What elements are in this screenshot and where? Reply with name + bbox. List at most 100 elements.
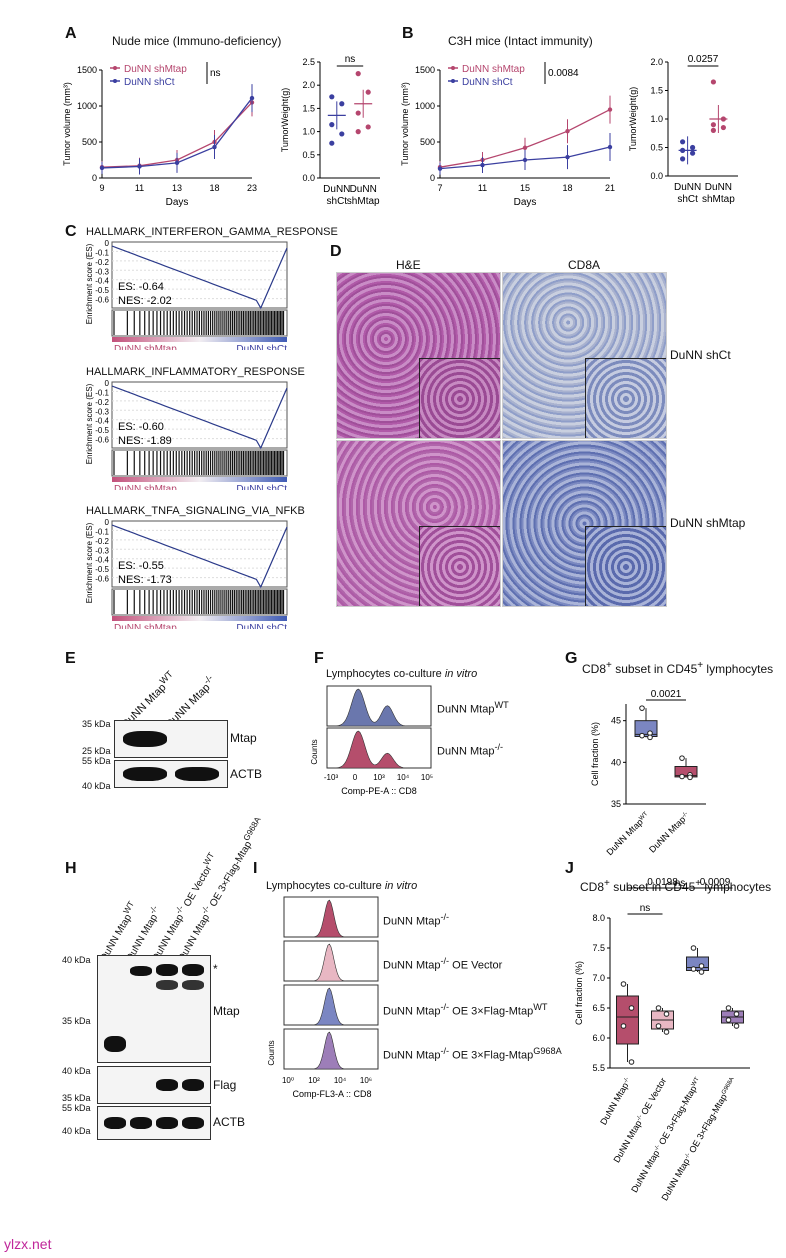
panel-a-title: Nude mice (Immuno-deficiency): [112, 34, 282, 48]
x-tick-sup: -/-: [623, 1077, 631, 1085]
data-point: [690, 945, 697, 951]
y-tick-label: -0.6: [95, 436, 109, 445]
y-tick-label: 45: [611, 716, 621, 726]
y-tick-label: -0.2: [95, 537, 109, 546]
x-tick-label: shCt: [677, 194, 698, 205]
data-point: [690, 144, 696, 151]
x-tick-label: 18: [209, 183, 219, 193]
y-tick-label: 0: [430, 173, 435, 183]
panel-letter-j: J: [565, 860, 574, 877]
panel-i-row-ko: DuNN Mtap-/-: [383, 912, 450, 928]
histogram-curve: [284, 899, 378, 938]
data-point: [679, 773, 685, 780]
es-curve: [111, 245, 288, 310]
y-tick-label: 0: [105, 519, 110, 527]
panel-i-row-oe-wt: DuNN Mtap-/- OE 3×Flag-MtapWT: [383, 1002, 548, 1018]
rank-colorbar: [112, 337, 287, 342]
data-point: [365, 124, 371, 130]
y-tick-label: 7.0: [592, 973, 605, 983]
y-tick-label: 1500: [415, 65, 435, 75]
y-tick-label: 0.0: [302, 173, 315, 183]
gsea-right-label: DuNN shCt: [236, 344, 287, 350]
y-tick-label: 1000: [415, 101, 435, 111]
y-tick-label: -0.4: [95, 556, 109, 565]
x-tick-label: DuNN Mtap-/-: [598, 1076, 633, 1127]
x-tick-label: 11: [478, 183, 487, 193]
y-tick-label: 2.0: [650, 57, 663, 67]
gsea-plot: 0-0.1-0.2-0.3-0.4-0.5-0.6 ES: -0.60 NES: -…: [85, 380, 288, 490]
y-tick-label: -0.4: [95, 277, 109, 286]
x-tick-label: DuNN Mtap-/- OE 3×Flag-MtapG968A: [659, 1076, 738, 1202]
gsea-title: HALLMARK_INTERFERON_GAMMA_RESPONSE: [86, 226, 338, 238]
y-axis-label: Counts: [310, 739, 319, 764]
panel-f-title: Lymphocytes co-culture in vitro: [326, 668, 478, 680]
y-axis-label: TumorWeight(g): [280, 88, 290, 153]
panel-e-marker: 55 kDa: [82, 756, 111, 766]
panel-a-scatter-chart: 0.0 0.5 1.0 1.5 2.0 2.5 TumorWeight(g) DuNNshCt…: [280, 54, 380, 207]
x-tick-label: 10²: [308, 1076, 320, 1085]
data-point: [339, 131, 345, 137]
y-axis-label: Cell fraction (%): [590, 722, 600, 786]
data-point: [680, 156, 686, 162]
data-point: [663, 1011, 670, 1017]
x-tick-label: 15: [520, 183, 530, 193]
y-tick-label: 6.0: [592, 1033, 605, 1043]
y-axis-label: Cell fraction (%): [574, 961, 584, 1025]
panel-i-title: Lymphocytes co-culture in vitro: [266, 880, 418, 892]
x-tick-label: DuNN: [674, 182, 701, 193]
data-point: [647, 734, 653, 741]
ihc-he-shmtap: [336, 440, 501, 607]
panel-e-blot-actb: [114, 760, 228, 788]
gsea-es-box: [111, 241, 288, 309]
panel-g-title: CD8+ subset in CD45+ lymphocytes: [582, 660, 774, 676]
data-point: [690, 966, 697, 972]
legend-label: DuNN shMtap: [124, 64, 187, 75]
gsea-es-box: [111, 520, 288, 588]
data-point: [329, 122, 335, 128]
box: [686, 956, 709, 971]
x-tick-label: 18: [562, 183, 572, 193]
gsea-left-label: DuNN shMtap: [114, 623, 177, 629]
x-tick-label: DuNN MtapWT: [605, 810, 652, 857]
ihc-inset: [419, 526, 500, 606]
y-tick-label: 1000: [77, 101, 97, 111]
x-tick-label: -10³: [324, 773, 339, 782]
data-point: [725, 1017, 732, 1023]
x-tick-sup: WT: [691, 1076, 701, 1087]
x-tick-label: 10⁵: [421, 773, 433, 782]
sig-label: 0.0009: [700, 877, 731, 888]
histogram-curve: [284, 987, 378, 1026]
y-tick-label: 0: [105, 380, 110, 388]
x-axis-label: Days: [514, 197, 537, 208]
es-value: ES: -0.64: [118, 281, 164, 293]
panel-b-line-chart: 0 500 1000 1500 7 11 15 18 21 Days Tumor volume (m…: [400, 62, 615, 208]
sig-label: ns: [345, 54, 356, 65]
y-tick-label: 2.0: [302, 80, 315, 90]
x-tick-post: OE Vector: [638, 1076, 668, 1119]
sig-label: 0.0084: [548, 68, 579, 79]
sig-label: ns: [675, 878, 686, 889]
legend-label: DuNN shCt: [462, 77, 513, 88]
y-tick-label: 1.0: [302, 127, 315, 137]
y-tick-label: -0.5: [95, 286, 109, 295]
histogram-frame: [326, 727, 432, 769]
ihc-cd8a-shmtap: [502, 440, 667, 607]
legend-marker: [113, 79, 117, 83]
gsea-right-label: DuNN shCt: [236, 623, 287, 629]
data-point: [355, 71, 361, 77]
legend-label: DuNN shMtap: [462, 64, 525, 75]
x-tick-label: shCt: [327, 196, 348, 207]
x-tick-sup: G968A: [721, 1077, 736, 1096]
gsea-y-label: Enrichment score (ES): [85, 383, 94, 464]
y-tick-label: -0.1: [95, 527, 109, 536]
y-axis-label: Tumor volume (mm³): [62, 82, 72, 166]
data-point: [365, 89, 371, 95]
data-point: [710, 79, 716, 85]
panel-letter-g: G: [565, 650, 578, 667]
sig-label: ns: [210, 68, 221, 79]
y-tick-label: 500: [420, 137, 435, 147]
data-point: [698, 963, 705, 969]
panel-h-label-mtap: Mtap: [213, 1004, 240, 1018]
y-tick-label: -0.6: [95, 296, 109, 305]
